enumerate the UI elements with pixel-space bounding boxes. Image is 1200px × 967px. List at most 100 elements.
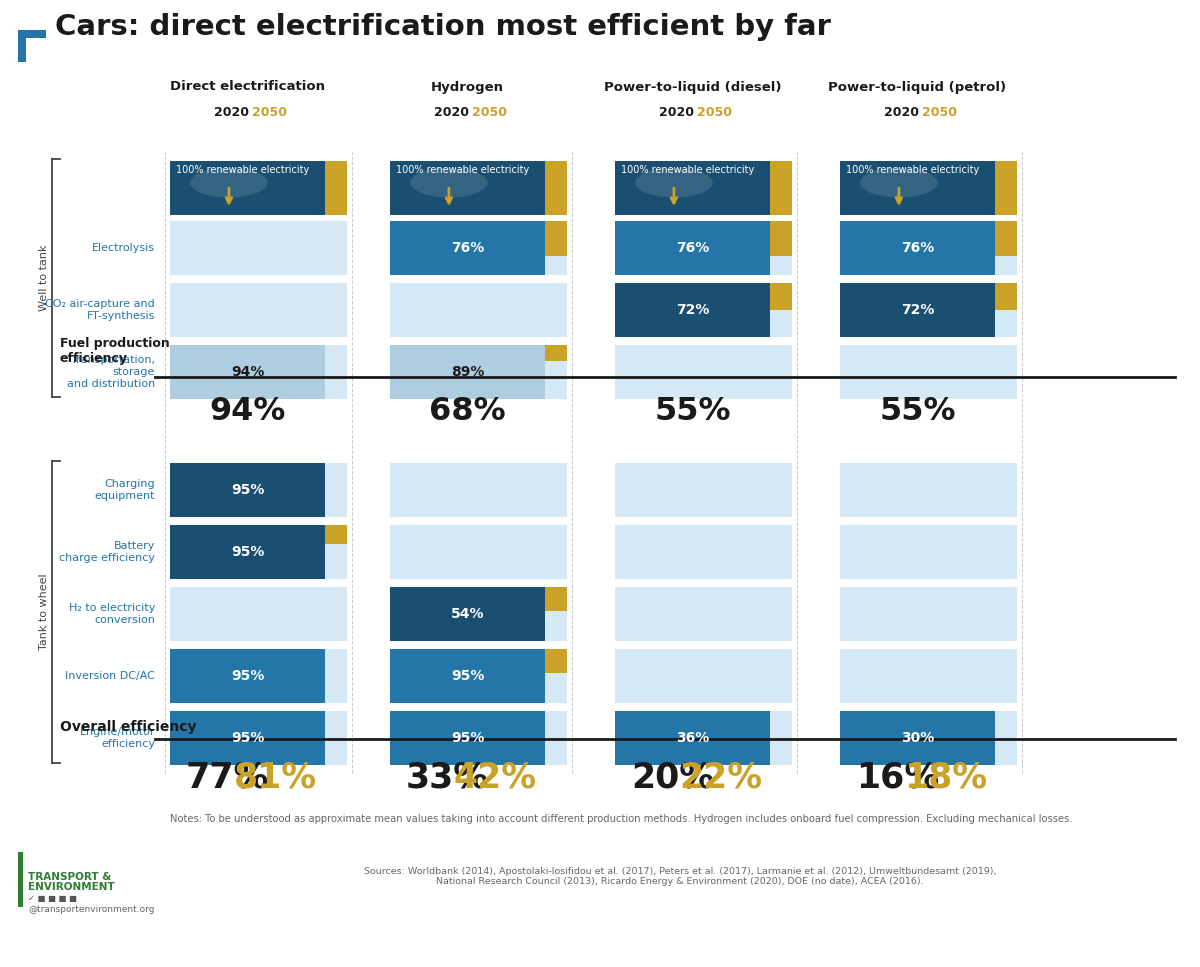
Bar — [170, 221, 347, 275]
Ellipse shape — [410, 167, 487, 197]
Bar — [170, 463, 347, 517]
Text: 95%: 95% — [451, 731, 484, 745]
Text: 100% renewable electricity: 100% renewable electricity — [176, 165, 310, 175]
Bar — [390, 345, 545, 399]
Text: 42%: 42% — [454, 760, 538, 794]
Bar — [840, 283, 1018, 337]
Text: 72%: 72% — [901, 303, 934, 317]
Bar — [770, 283, 792, 310]
Bar — [170, 525, 325, 579]
Bar — [170, 345, 325, 399]
Text: CO₂ air-capture and
FT-synthesis: CO₂ air-capture and FT-synthesis — [46, 299, 155, 321]
Text: 100% renewable electricity: 100% renewable electricity — [846, 165, 979, 175]
Bar — [545, 161, 568, 215]
Bar — [390, 221, 568, 275]
Bar — [840, 345, 1018, 399]
Bar — [995, 161, 1018, 215]
Bar — [616, 161, 770, 215]
Bar — [840, 221, 1018, 275]
Bar — [170, 711, 325, 765]
Text: Sources: Worldbank (2014), Apostolaki-Iosifidou et al. (2017), Peters et al. (20: Sources: Worldbank (2014), Apostolaki-Io… — [364, 867, 996, 887]
Bar — [770, 161, 792, 215]
Bar — [390, 711, 545, 765]
Text: TRANSPORT &: TRANSPORT & — [28, 872, 112, 882]
Text: 36%: 36% — [676, 731, 709, 745]
Bar — [840, 587, 1018, 641]
Text: 95%: 95% — [230, 669, 264, 683]
Bar — [545, 345, 568, 362]
Bar — [390, 587, 545, 641]
Text: 18%: 18% — [904, 760, 988, 794]
Bar — [616, 283, 770, 337]
Text: Power-to-liquid (diesel): Power-to-liquid (diesel) — [604, 80, 781, 94]
Text: 2020: 2020 — [434, 105, 469, 119]
Text: 72%: 72% — [676, 303, 709, 317]
Text: 20%: 20% — [631, 760, 714, 794]
Text: 16%: 16% — [856, 760, 940, 794]
Bar — [390, 649, 568, 703]
Ellipse shape — [635, 167, 713, 197]
Bar — [840, 649, 1018, 703]
Text: Engine/motor
efficiency: Engine/motor efficiency — [79, 727, 155, 748]
Text: Electrolysis: Electrolysis — [92, 243, 155, 253]
Text: Fuel production
efficiency: Fuel production efficiency — [60, 337, 169, 365]
Bar — [170, 711, 347, 765]
Text: 95%: 95% — [230, 483, 264, 497]
Text: 94%: 94% — [230, 365, 264, 379]
Text: 30%: 30% — [901, 731, 934, 745]
Text: 2050: 2050 — [252, 105, 287, 119]
Bar — [170, 587, 347, 641]
Text: 94%: 94% — [209, 396, 286, 427]
Text: H₂ to electricity
conversion: H₂ to electricity conversion — [68, 603, 155, 625]
Bar — [170, 649, 347, 703]
Text: Power-to-liquid (petrol): Power-to-liquid (petrol) — [828, 80, 1007, 94]
Text: Transportation,
storage
and distribution: Transportation, storage and distribution — [67, 356, 155, 389]
Bar — [325, 161, 347, 215]
Bar — [390, 587, 568, 641]
Bar — [616, 221, 792, 275]
Bar — [545, 649, 568, 673]
Text: 76%: 76% — [676, 241, 709, 255]
Bar — [390, 345, 568, 399]
Text: Battery
charge efficiency: Battery charge efficiency — [59, 542, 155, 563]
Bar — [390, 221, 545, 275]
Text: 2050: 2050 — [922, 105, 958, 119]
Text: 2050: 2050 — [472, 105, 508, 119]
Bar — [995, 283, 1018, 310]
Text: 100% renewable electricity: 100% renewable electricity — [622, 165, 755, 175]
Text: @transportenvironment.org: @transportenvironment.org — [28, 904, 155, 914]
Bar — [390, 711, 568, 765]
Text: 95%: 95% — [451, 669, 484, 683]
Text: 89%: 89% — [451, 365, 484, 379]
Bar — [840, 525, 1018, 579]
Text: 55%: 55% — [880, 396, 955, 427]
Text: 77%: 77% — [186, 760, 269, 794]
Text: 95%: 95% — [230, 545, 264, 559]
Text: 95%: 95% — [230, 731, 264, 745]
Bar — [840, 161, 995, 215]
Bar — [616, 587, 792, 641]
Text: 2020: 2020 — [659, 105, 694, 119]
Text: 100% renewable electricity: 100% renewable electricity — [396, 165, 529, 175]
Text: 54%: 54% — [451, 607, 485, 621]
Bar — [390, 525, 568, 579]
Text: Overall efficiency: Overall efficiency — [60, 720, 197, 734]
Bar — [325, 525, 347, 543]
Bar — [616, 525, 792, 579]
Text: 55%: 55% — [654, 396, 731, 427]
Bar — [390, 283, 568, 337]
Text: 2050: 2050 — [697, 105, 732, 119]
Text: 76%: 76% — [451, 241, 484, 255]
Text: Tank to wheel: Tank to wheel — [38, 573, 49, 651]
Bar — [390, 649, 545, 703]
Bar — [616, 711, 770, 765]
Text: Cars: direct electrification most efficient by far: Cars: direct electrification most effici… — [55, 13, 830, 41]
Text: ✓ ■ ■ ■ ■: ✓ ■ ■ ■ ■ — [28, 894, 77, 903]
Bar — [18, 852, 23, 907]
Bar — [18, 32, 26, 62]
Text: 81%: 81% — [234, 760, 317, 794]
Bar — [545, 587, 568, 611]
Bar — [616, 221, 770, 275]
Bar — [840, 221, 995, 275]
Bar — [616, 463, 792, 517]
